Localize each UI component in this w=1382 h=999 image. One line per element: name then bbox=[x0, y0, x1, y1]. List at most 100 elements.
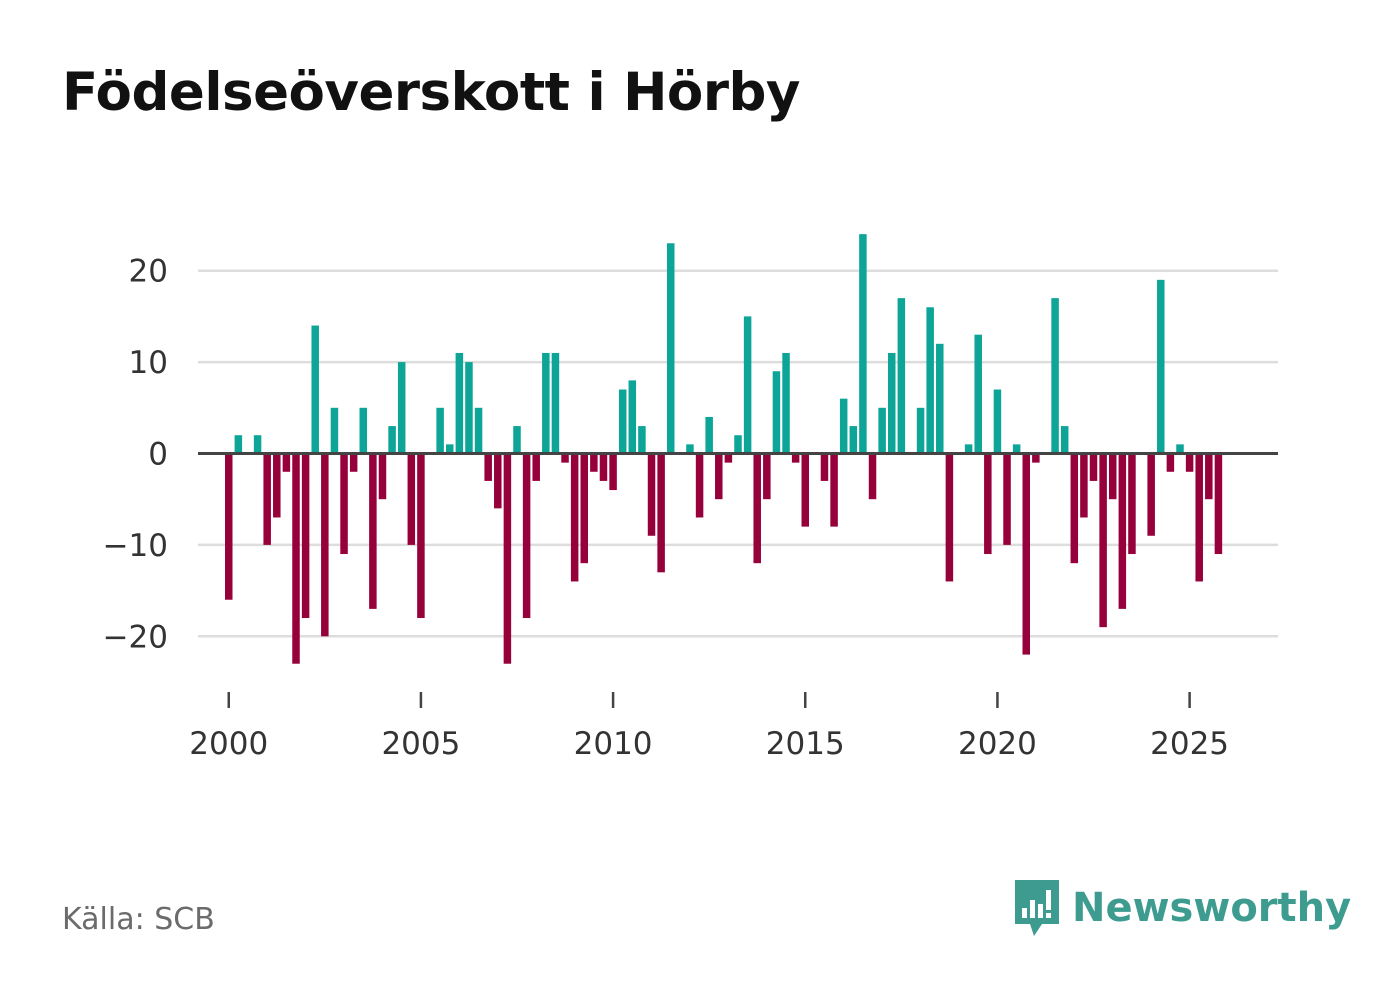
bar bbox=[1166, 453, 1175, 472]
bar bbox=[724, 453, 733, 463]
bar bbox=[349, 453, 358, 472]
bar bbox=[474, 407, 483, 454]
bar bbox=[542, 352, 550, 454]
newsworthy-logo-icon bbox=[1015, 880, 1059, 936]
x-axis-ticks: 2000 2005 2010 2015 2020 2025 bbox=[189, 692, 1229, 762]
bar bbox=[839, 398, 848, 454]
bar bbox=[234, 435, 243, 454]
x-tick-label: 2020 bbox=[958, 726, 1037, 762]
bar bbox=[436, 407, 444, 454]
bar bbox=[407, 453, 416, 545]
bar bbox=[878, 407, 886, 454]
bar bbox=[1070, 453, 1079, 564]
bar bbox=[359, 407, 368, 454]
bar bbox=[397, 362, 406, 454]
y-tick-label: 0 bbox=[148, 437, 168, 473]
bar bbox=[301, 453, 310, 619]
bar bbox=[830, 453, 838, 527]
bar bbox=[628, 380, 637, 454]
bar bbox=[974, 334, 982, 454]
bar bbox=[522, 453, 531, 619]
brand-logo[interactable]: Newsworthy bbox=[1012, 878, 1351, 938]
bar bbox=[465, 362, 473, 454]
bar bbox=[897, 298, 906, 454]
y-tick-label: −20 bbox=[103, 619, 168, 655]
x-tick-label: 2005 bbox=[381, 726, 460, 762]
bar bbox=[340, 453, 348, 555]
bar bbox=[984, 453, 992, 555]
bar bbox=[1080, 453, 1088, 518]
bar bbox=[417, 453, 425, 619]
brand-name: Newsworthy bbox=[1072, 885, 1352, 931]
bar bbox=[936, 343, 944, 454]
bar bbox=[311, 325, 319, 454]
bar bbox=[849, 426, 858, 454]
bar bbox=[369, 453, 377, 609]
bar bbox=[1214, 453, 1223, 555]
bar bbox=[388, 426, 396, 454]
bar bbox=[599, 453, 608, 481]
bar bbox=[580, 453, 589, 564]
bar bbox=[618, 389, 627, 454]
bar bbox=[772, 371, 781, 454]
bar bbox=[378, 453, 387, 500]
bar bbox=[868, 453, 877, 500]
y-tick-label: −10 bbox=[103, 528, 168, 564]
bar bbox=[570, 453, 579, 582]
bar bbox=[263, 453, 271, 545]
bar bbox=[273, 453, 281, 518]
x-tick-label: 2010 bbox=[574, 726, 653, 762]
bar bbox=[321, 453, 329, 637]
y-axis-ticks: −20 −10 0 10 20 bbox=[103, 254, 168, 656]
bar bbox=[1051, 298, 1059, 454]
bar bbox=[1099, 453, 1107, 628]
bar bbox=[282, 453, 291, 472]
bar bbox=[590, 453, 598, 472]
bar bbox=[820, 453, 829, 481]
bar bbox=[494, 453, 502, 509]
bar bbox=[926, 307, 934, 454]
bar bbox=[609, 453, 617, 491]
x-tick-label: 2000 bbox=[189, 726, 268, 762]
bar bbox=[551, 352, 560, 454]
bar bbox=[791, 453, 800, 463]
bar bbox=[657, 453, 665, 573]
bar bbox=[561, 453, 569, 463]
bar bbox=[1128, 453, 1136, 555]
bar bbox=[1195, 453, 1203, 582]
bar bbox=[253, 435, 262, 454]
bar bbox=[1147, 453, 1155, 536]
bar bbox=[445, 444, 454, 454]
bar bbox=[887, 352, 896, 454]
bar bbox=[705, 416, 713, 454]
bar bbox=[801, 453, 810, 527]
bar bbox=[753, 453, 761, 564]
bar bbox=[455, 352, 464, 454]
bars bbox=[224, 234, 1223, 664]
x-tick-label: 2015 bbox=[766, 726, 845, 762]
bar bbox=[1012, 444, 1021, 454]
bar bbox=[1118, 453, 1127, 609]
bar bbox=[945, 453, 954, 582]
bar bbox=[1003, 453, 1011, 545]
bar bbox=[964, 444, 973, 454]
bar bbox=[686, 444, 694, 454]
chart-title: Födelseöverskott i Hörby bbox=[62, 62, 800, 123]
source-label: Källa: SCB bbox=[62, 902, 215, 937]
bar bbox=[1108, 453, 1117, 500]
y-tick-label: 10 bbox=[129, 345, 168, 381]
grid-lines bbox=[198, 269, 1278, 638]
bar bbox=[666, 243, 675, 454]
x-tick-label: 2025 bbox=[1150, 726, 1229, 762]
bar bbox=[1205, 453, 1213, 500]
bar bbox=[1176, 444, 1184, 454]
bar bbox=[513, 426, 521, 454]
bar bbox=[1032, 453, 1040, 463]
bar bbox=[782, 352, 790, 454]
bar bbox=[1060, 426, 1069, 454]
bar bbox=[715, 453, 723, 500]
bar bbox=[743, 316, 752, 454]
bar bbox=[532, 453, 540, 481]
bar bbox=[916, 407, 925, 454]
